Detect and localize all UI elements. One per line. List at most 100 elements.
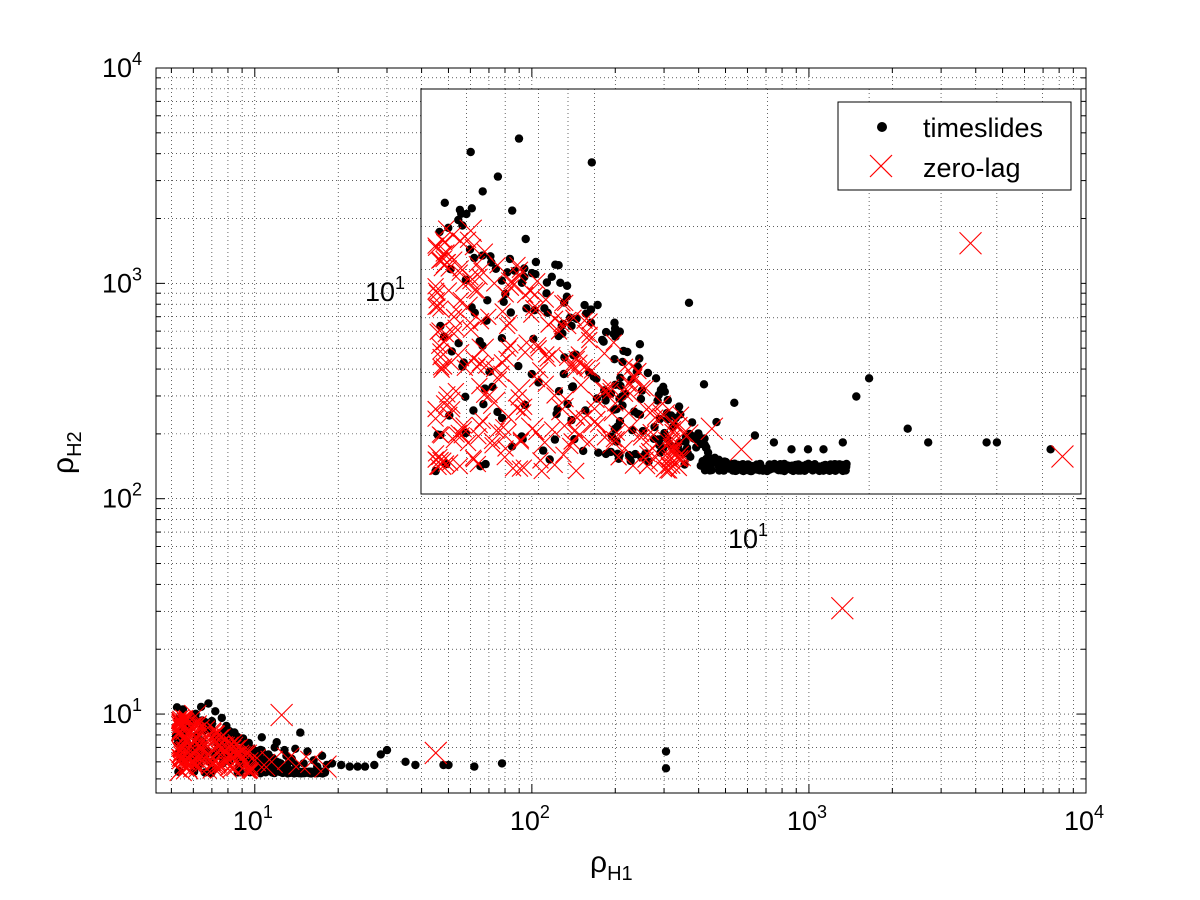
inset-timeslides-point [466, 147, 475, 157]
inset-timeslides-point [656, 385, 666, 395]
inset-zero-lag-point [658, 431, 675, 449]
inset-zero-lag-point [546, 310, 564, 328]
x-axis-label: ρH1 [590, 846, 633, 885]
zero-lag-point [187, 755, 211, 779]
inset-timeslides-point [486, 252, 495, 261]
inset-zero-lag-point [476, 243, 494, 261]
inset-zero-lag-point-stroke-b [572, 376, 590, 394]
timeslides-point [276, 759, 285, 768]
inset-zero-lag-point-stroke-b [455, 296, 478, 320]
inset-zero-lag-point [468, 282, 486, 300]
inset-zero-lag-point-stroke-b [451, 457, 469, 475]
inset-timeslides-point [819, 445, 828, 454]
inset-timeslides-point [497, 276, 506, 285]
main-tick-marks [156, 67, 1087, 793]
inset-zero-lag-point [516, 286, 534, 304]
inset-zero-lag-point-stroke-b [471, 338, 495, 362]
timeslides-point [196, 702, 206, 712]
zero-lag-point [270, 703, 294, 727]
inset-zero-lag-point [451, 264, 469, 282]
inset-timeslides-point [745, 461, 754, 470]
inset-zero-lag-point [576, 312, 593, 330]
inset-zero-lag-point [532, 452, 549, 469]
inset-timeslides-point [787, 445, 796, 454]
inset-timeslides-point [769, 438, 779, 447]
inset-data-points [427, 134, 1074, 480]
inset-zero-lag-point-stroke-b [557, 390, 574, 408]
zero-lag-point-stroke-b [178, 760, 194, 776]
inset-timeslides-point [618, 357, 627, 367]
zero-lag-point-stroke-b [171, 712, 195, 736]
y-tick-label: 104 [102, 49, 142, 83]
inset-timeslides-point [522, 304, 531, 313]
inset-zero-lag-point-stroke-b [665, 444, 683, 461]
x-tick-label-base: 10 [1064, 806, 1094, 836]
inset-zero-lag-point-stroke-b [543, 421, 561, 438]
inset-timeslides-point [818, 465, 827, 474]
inset-zero-lag-point [468, 358, 486, 376]
inset-zero-lag-point [624, 457, 642, 474]
timeslides-point [313, 762, 322, 771]
inset-zero-lag-point-stroke-b [493, 354, 511, 371]
zero-lag-point-stroke-b [228, 745, 251, 769]
zero-lag-point [220, 739, 235, 755]
inset-timeslides-point [924, 438, 933, 447]
inset-zero-lag-point [459, 219, 483, 243]
inset-zero-lag-point [430, 337, 448, 355]
inset-timeslides-point [467, 204, 476, 213]
inset-timeslides-point [842, 462, 851, 471]
inset-zero-lag-point-stroke-b [524, 299, 542, 317]
inset-zero-lag-point [546, 387, 563, 404]
inset-zero-lag-point-stroke-b [664, 420, 682, 438]
inset-zero-lag-point [471, 268, 488, 286]
inset-timeslides-point [684, 298, 694, 307]
inset-timeslides-point [780, 459, 789, 469]
inset-timeslides-point [531, 257, 541, 267]
inset-timeslides-point [539, 446, 548, 455]
inset-timeslides-point [506, 308, 515, 317]
inset-timeslides-point [521, 234, 530, 244]
inset-zero-lag-point-stroke-b [498, 317, 516, 335]
inset-zero-lag-point [670, 459, 688, 477]
inset-zero-lag-point [620, 404, 638, 422]
inset-timeslides-point [701, 442, 710, 451]
inset-zero-lag-point [447, 382, 465, 400]
inset-zero-lag-point-stroke-b [580, 331, 598, 349]
inset-timeslides-point [852, 392, 861, 401]
inset-zero-lag-point-stroke-b [616, 358, 634, 376]
inset-zero-lag-point [565, 309, 582, 327]
inset-zero-lag-point-stroke-b [567, 407, 585, 425]
inset-timeslides-point [651, 374, 661, 383]
inset-zero-lag-point-stroke-b [516, 286, 534, 304]
inset-zero-lag-point [586, 400, 603, 418]
inset-timeslides-point [1046, 445, 1055, 454]
inset-zero-lag-point-stroke-b [440, 282, 458, 299]
inset-zero-lag-point-stroke-b [447, 301, 465, 318]
inset-timeslides-point [864, 374, 874, 383]
inset-zero-lag-point-stroke-b [589, 415, 607, 433]
inset-zero-lag-point-stroke-b [468, 282, 486, 300]
inset-zero-lag-point [642, 423, 660, 441]
inset-zero-lag-point-stroke-b [481, 386, 498, 404]
inset-x-tick-label: 101 [728, 520, 768, 554]
timeslides-point [302, 767, 311, 777]
inset-zero-lag-point-stroke-b [566, 360, 584, 378]
y-tick-label: 101 [102, 695, 142, 729]
timeslides-point [376, 750, 385, 759]
inset-zero-lag-point [450, 424, 468, 442]
inset-zero-lag-point [437, 391, 461, 415]
inset-zero-lag-point [511, 460, 529, 477]
inset-zero-lag-point-stroke-b [497, 285, 515, 303]
inset-zero-lag-point-stroke-b [436, 234, 453, 251]
inset-zero-lag-point [561, 437, 579, 455]
inset-timeslides-point [547, 272, 556, 281]
timeslides-point [382, 745, 392, 755]
inset-zero-lag-point-stroke-b [435, 333, 453, 351]
inset-zero-lag-point [531, 361, 549, 379]
inset-zero-lag-point-stroke-b [624, 457, 642, 474]
inset-zero-lag-point-stroke-b [642, 423, 660, 441]
y-tick-label-exponent: 4 [132, 49, 142, 69]
inset-zero-lag-point [482, 391, 506, 415]
inset-zero-lag-point-stroke-b [623, 358, 641, 376]
inset-zero-lag-point-stroke-b [490, 370, 508, 388]
